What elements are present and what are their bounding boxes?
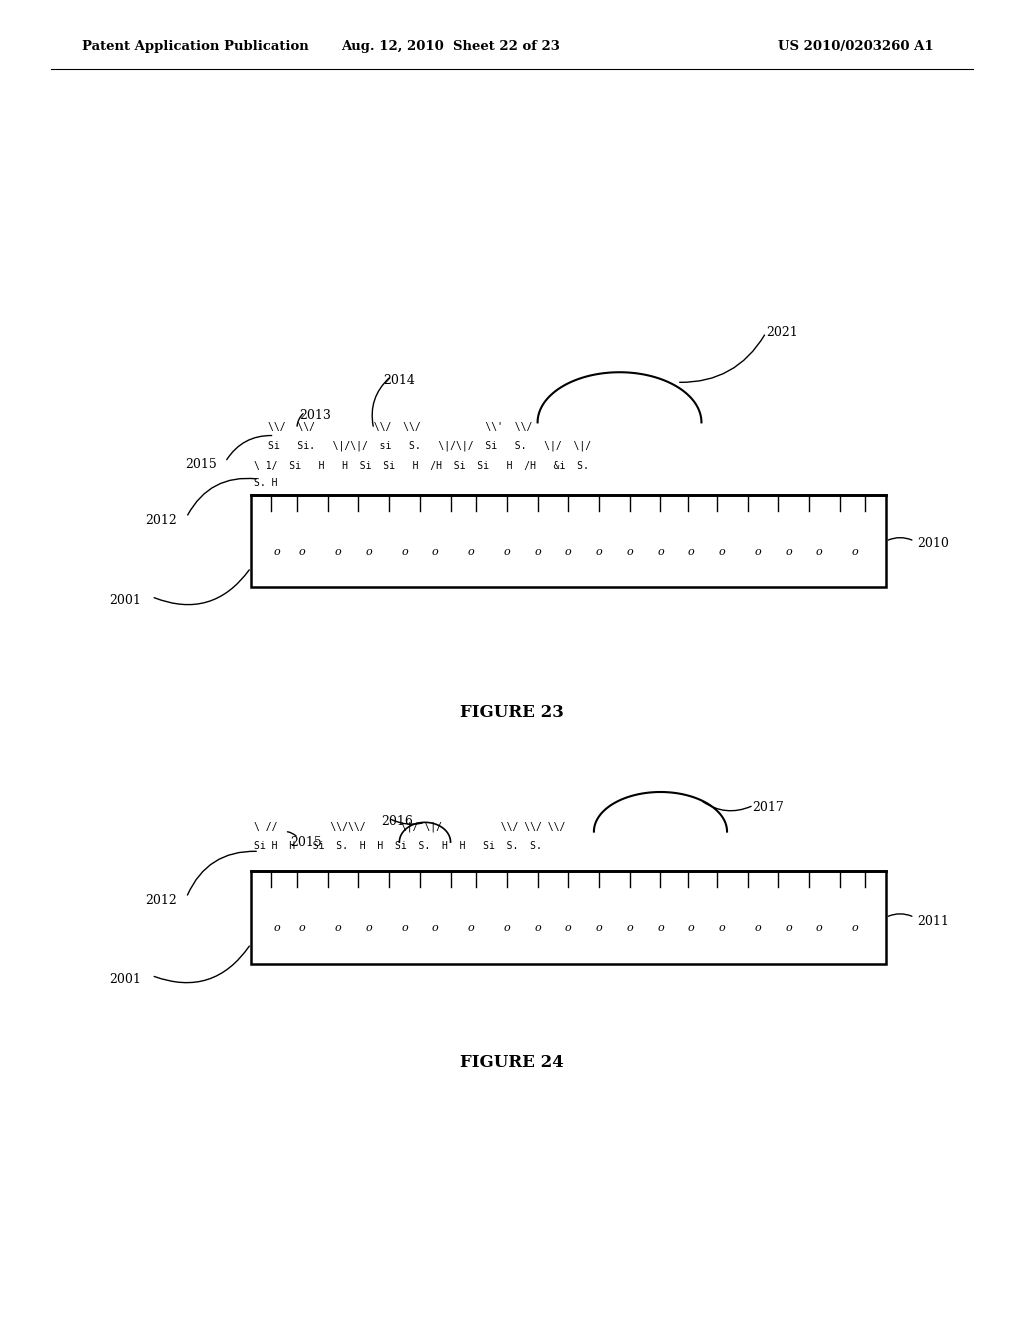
Text: o: o: [335, 924, 341, 933]
Text: o: o: [785, 924, 792, 933]
Text: o: o: [535, 548, 541, 557]
Text: 2013: 2013: [299, 409, 331, 422]
Text: o: o: [852, 924, 858, 933]
Text: o: o: [299, 924, 305, 933]
Text: o: o: [468, 548, 474, 557]
Text: o: o: [366, 548, 372, 557]
Text: 2012: 2012: [145, 513, 177, 527]
Text: o: o: [335, 548, 341, 557]
Text: o: o: [565, 548, 571, 557]
Text: o: o: [785, 548, 792, 557]
Bar: [251, 495, 886, 587]
Text: o: o: [299, 548, 305, 557]
Text: 2001: 2001: [110, 973, 141, 986]
Text: o: o: [401, 548, 408, 557]
Text: 2014: 2014: [383, 374, 415, 387]
Text: Si H  H   Si  S.  H  H  Si  S.  H  H   Si  S.  S.: Si H H Si S. H H Si S. H H Si S. S.: [254, 841, 542, 851]
Text: o: o: [627, 548, 633, 557]
Text: US 2010/0203260 A1: US 2010/0203260 A1: [778, 40, 934, 53]
Text: o: o: [755, 548, 761, 557]
Text: S. H: S. H: [254, 478, 278, 488]
Text: 2015: 2015: [185, 458, 217, 471]
Text: o: o: [273, 924, 280, 933]
Text: o: o: [688, 548, 694, 557]
Text: o: o: [366, 924, 372, 933]
Text: o: o: [816, 924, 822, 933]
Text: o: o: [565, 924, 571, 933]
Text: 2015: 2015: [290, 836, 322, 849]
Text: \\/  \\/          \\/  \\/           \\'  \\/: \\/ \\/ \\/ \\/ \\' \\/: [268, 421, 532, 432]
Text: FIGURE 24: FIGURE 24: [460, 1055, 564, 1071]
Text: 2010: 2010: [918, 537, 949, 550]
Text: Si   Si.   \|/\|/  si   S.   \|/\|/  Si   S.   \|/  \|/: Si Si. \|/\|/ si S. \|/\|/ Si S. \|/ \|/: [268, 441, 592, 451]
Bar: [251, 871, 886, 964]
Text: o: o: [432, 548, 438, 557]
Text: o: o: [755, 924, 761, 933]
Text: Aug. 12, 2010  Sheet 22 of 23: Aug. 12, 2010 Sheet 22 of 23: [341, 40, 560, 53]
Text: o: o: [596, 548, 602, 557]
Text: o: o: [816, 548, 822, 557]
Text: 2021: 2021: [766, 326, 798, 339]
Text: o: o: [273, 548, 280, 557]
Text: o: o: [657, 924, 664, 933]
Text: o: o: [719, 548, 725, 557]
Text: o: o: [535, 924, 541, 933]
Text: o: o: [657, 548, 664, 557]
Text: 2012: 2012: [145, 894, 177, 907]
Text: Patent Application Publication: Patent Application Publication: [82, 40, 308, 53]
Text: \ //         \\/\\/      \|/ \|/          \\/ \\/ \\/: \ // \\/\\/ \|/ \|/ \\/ \\/ \\/: [254, 821, 565, 832]
Text: o: o: [504, 548, 510, 557]
Text: o: o: [688, 924, 694, 933]
Text: o: o: [401, 924, 408, 933]
Text: o: o: [432, 924, 438, 933]
Text: o: o: [504, 924, 510, 933]
Text: \ 1/  Si   H   H  Si  Si   H  /H  Si  Si   H  /H   &i  S.: \ 1/ Si H H Si Si H /H Si Si H /H &i S.: [254, 461, 589, 471]
Text: 2016: 2016: [381, 814, 413, 828]
Text: 2011: 2011: [918, 915, 949, 928]
Text: o: o: [719, 924, 725, 933]
Text: FIGURE 23: FIGURE 23: [460, 705, 564, 721]
Text: 2017: 2017: [753, 801, 784, 814]
Text: o: o: [468, 924, 474, 933]
Text: 2001: 2001: [110, 594, 141, 607]
Text: o: o: [852, 548, 858, 557]
Text: o: o: [596, 924, 602, 933]
Text: o: o: [627, 924, 633, 933]
